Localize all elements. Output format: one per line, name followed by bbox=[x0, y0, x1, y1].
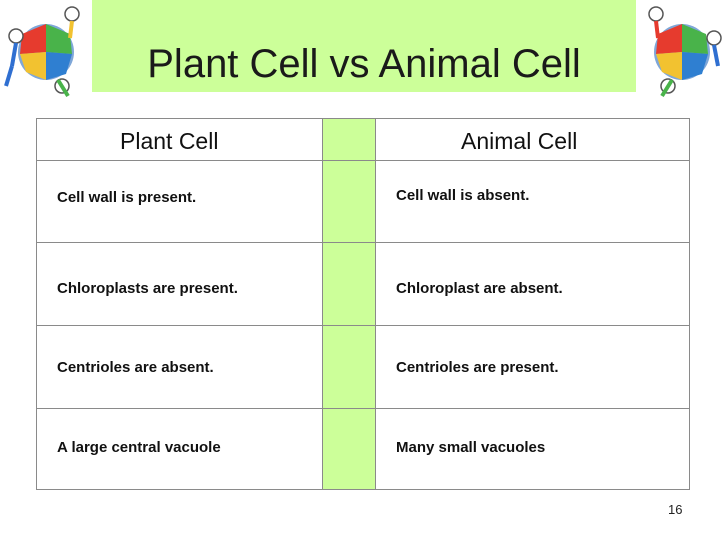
plant-cell-text: A large central vacuole bbox=[57, 439, 221, 456]
animal-cell-text: Cell wall is absent. bbox=[396, 187, 530, 204]
header-animal-cell: Animal Cell bbox=[461, 128, 578, 154]
table-header-row: Plant Cell Animal Cell bbox=[37, 119, 689, 161]
animal-cell-text: Centrioles are present. bbox=[396, 359, 559, 376]
slide-title: Plant Cell vs Animal Cell bbox=[147, 42, 581, 86]
table-row: Cell wall is present. Cell wall is absen… bbox=[37, 161, 689, 243]
plant-cell-text: Chloroplasts are present. bbox=[57, 280, 238, 297]
puzzle-people-clipart-icon bbox=[648, 6, 722, 98]
animal-cell-text: Many small vacuoles bbox=[396, 439, 546, 456]
animal-cell-text: Chloroplast are absent. bbox=[396, 280, 563, 297]
comparison-table: Plant Cell Animal Cell Cell wall is pres… bbox=[36, 118, 690, 490]
table-row: Centrioles are absent. Centrioles are pr… bbox=[37, 326, 689, 409]
plant-cell-text: Cell wall is present. bbox=[57, 189, 197, 206]
table-divider-column bbox=[322, 119, 376, 489]
page-number: 16 bbox=[668, 502, 683, 517]
table-row: Chloroplasts are present. Chloroplast ar… bbox=[37, 243, 689, 326]
plant-cell-text: Centrioles are absent. bbox=[57, 359, 214, 376]
title-banner: Plant Cell vs Animal Cell bbox=[92, 0, 636, 92]
puzzle-people-clipart-icon bbox=[4, 6, 80, 98]
table-row: A large central vacuole Many small vacuo… bbox=[37, 409, 689, 489]
header-plant-cell: Plant Cell bbox=[120, 128, 219, 154]
